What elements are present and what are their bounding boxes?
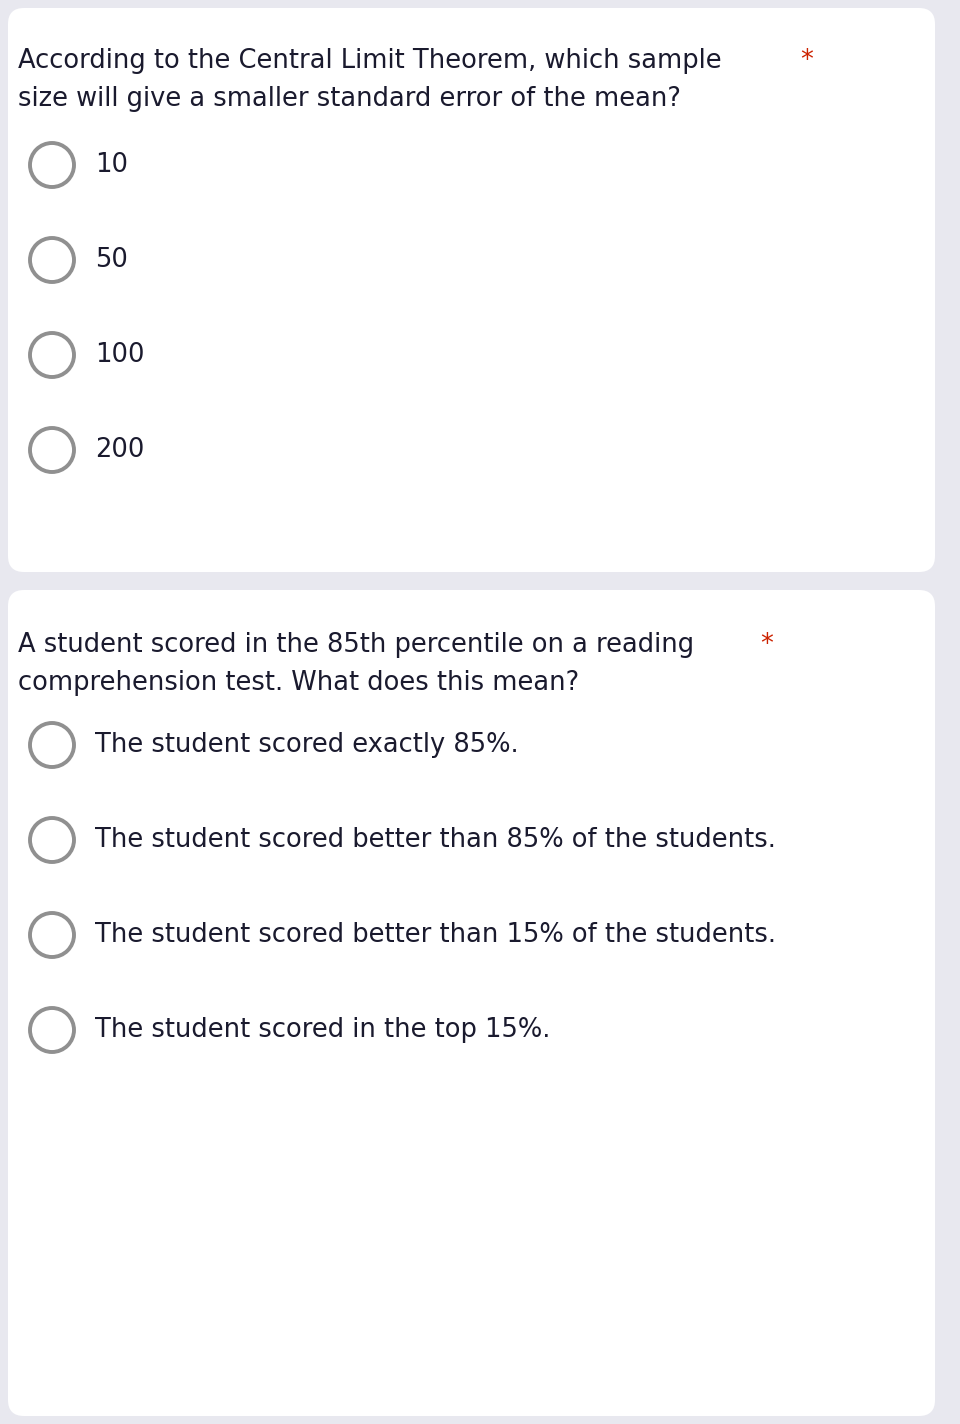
Text: comprehension test. What does this mean?: comprehension test. What does this mean?: [18, 671, 579, 696]
Text: The student scored in the top 15%.: The student scored in the top 15%.: [95, 1017, 550, 1042]
Text: A student scored in the 85th percentile on a reading: A student scored in the 85th percentile …: [18, 632, 694, 658]
Text: 200: 200: [95, 437, 144, 463]
Text: The student scored better than 85% of the students.: The student scored better than 85% of th…: [95, 827, 776, 853]
Text: According to the Central Limit Theorem, which sample: According to the Central Limit Theorem, …: [18, 48, 722, 74]
Text: 100: 100: [95, 342, 145, 367]
FancyBboxPatch shape: [8, 590, 935, 1415]
Text: *: *: [760, 632, 773, 658]
Text: The student scored exactly 85%.: The student scored exactly 85%.: [95, 732, 518, 758]
FancyBboxPatch shape: [8, 9, 935, 572]
Text: The student scored better than 15% of the students.: The student scored better than 15% of th…: [95, 921, 776, 948]
Text: 10: 10: [95, 152, 128, 178]
Text: size will give a smaller standard error of the mean?: size will give a smaller standard error …: [18, 85, 681, 112]
Text: *: *: [800, 48, 813, 74]
Text: 50: 50: [95, 246, 128, 273]
